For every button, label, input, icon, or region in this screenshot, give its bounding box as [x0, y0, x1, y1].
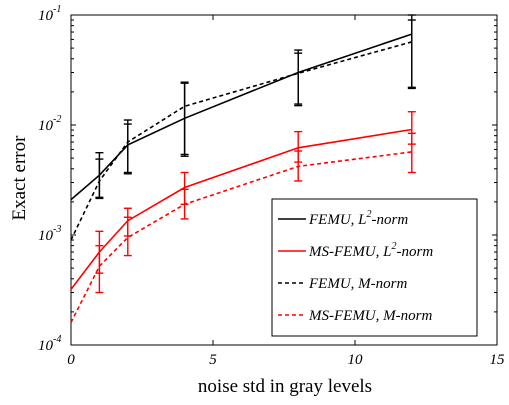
- series-line: [70, 128, 412, 290]
- error-bar: [294, 150, 303, 182]
- series-1: [70, 14, 416, 201]
- x-axis-label: noise std in gray levels: [198, 376, 372, 397]
- y-tick-label: 10-3: [38, 224, 61, 244]
- series-3: [70, 19, 416, 241]
- error-bar: [180, 188, 189, 220]
- series-4: [70, 132, 416, 323]
- y-tick-label: 10-2: [38, 114, 61, 134]
- y-tick-label: 10-1: [38, 4, 61, 24]
- y-tick-label: 10-4: [38, 334, 61, 354]
- x-tick-label: 15: [490, 352, 506, 368]
- series-line: [70, 33, 413, 201]
- error-bar: [180, 82, 189, 157]
- error-bar: [123, 216, 132, 257]
- plot-area: 0 5 10 15 10-4 10-3 10-2 10-1 FEMU, L2-norm MS-FE…: [38, 4, 505, 368]
- legend: FEMU, L2-norm MS-FEMU, L2-norm FEMU, M-nor…: [271, 198, 478, 337]
- legend-label: MS-FEMU, L2-norm: [308, 241, 433, 260]
- error-bar: [123, 123, 132, 175]
- error-bar: [95, 158, 104, 200]
- error-bar: [407, 19, 416, 90]
- error-bar: [294, 52, 303, 107]
- error-bar: [407, 132, 416, 174]
- x-tick-label: 0: [67, 352, 75, 368]
- legend-label: FEMU, M-norm: [308, 276, 407, 292]
- x-tick-label: 5: [209, 352, 217, 368]
- series-line: [70, 151, 412, 323]
- legend-label: FEMU, L2-norm: [308, 209, 408, 228]
- x-tick-label: 10: [348, 352, 364, 368]
- series-line: [70, 41, 413, 241]
- error-bar: [95, 244, 104, 294]
- legend-box: [271, 198, 478, 337]
- axes-frame: [70, 14, 498, 346]
- legend-label: MS-FEMU, M-norm: [308, 308, 432, 324]
- y-axis-label: Exact error: [9, 135, 30, 221]
